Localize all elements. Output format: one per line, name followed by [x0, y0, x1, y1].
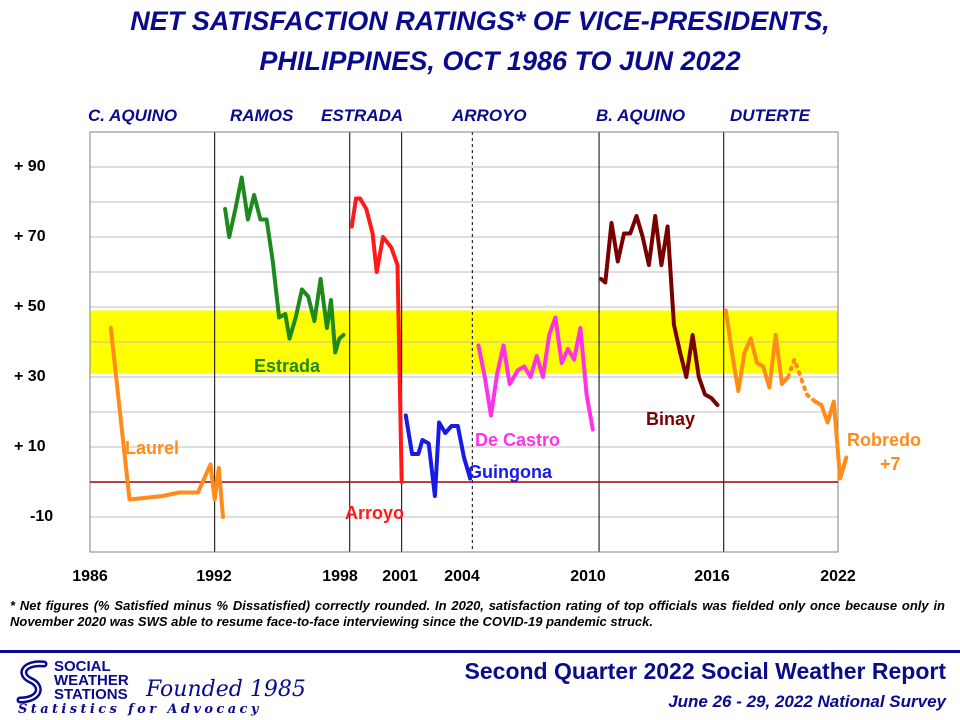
series-line-de-castro — [476, 315, 595, 432]
x-tick-label: 2022 — [820, 568, 856, 585]
admin-label-arroyo: ARROYO — [452, 106, 527, 125]
footnote: * Net figures (% Satisfied minus % Dissa… — [10, 598, 945, 629]
x-tick-label: 2010 — [570, 568, 606, 585]
series-label: De Castro — [475, 430, 560, 450]
chart-plot: Laurel Estrada Arroyo Guingona De Castro Bina… — [89, 131, 921, 553]
org-name: SOCIAL WEATHER STATIONS — [54, 658, 129, 703]
series-line-estrada — [223, 175, 346, 355]
series-line-laurel — [108, 326, 225, 519]
x-tick-label: 2016 — [694, 568, 730, 585]
x-tick-label: 2001 — [382, 568, 418, 585]
series-label: +7 — [880, 454, 901, 474]
chart-title-line2: PHILIPPINES, OCT 1986 TO JUN 2022 — [259, 46, 741, 76]
sws-logo-icon — [16, 660, 48, 704]
org-name-line1: SOCIAL — [54, 658, 111, 675]
series-label: Arroyo — [345, 503, 404, 523]
series-label: Binay — [646, 409, 695, 429]
series-label: Robredo — [847, 430, 921, 450]
x-tick-label: 1986 — [72, 568, 108, 585]
y-tick-label: + 10 — [14, 438, 46, 455]
x-tick-label: 1998 — [322, 568, 358, 585]
series-line-binay — [599, 214, 720, 407]
y-tick-label: + 70 — [14, 228, 46, 245]
admin-label-estrada: ESTRADA — [321, 106, 404, 125]
admin-label-ramos: RAMOS — [230, 106, 294, 125]
x-tick-label: 1992 — [196, 568, 232, 585]
tagline: Statistics for Advocacy — [18, 702, 262, 717]
series-label: Laurel — [125, 438, 179, 458]
series-label: Guingona — [468, 462, 553, 482]
series-line-guingona — [403, 413, 473, 498]
divider — [0, 650, 960, 653]
series-line-robredo-dotted — [786, 353, 818, 404]
plot-frame — [89, 131, 839, 553]
series-line-robredo-2020-2022 — [813, 399, 849, 481]
admin-label-b-aquino: B. AQUINO — [596, 106, 686, 125]
series-line-arroyo — [349, 196, 404, 484]
report-date: June 26 - 29, 2022 National Survey — [668, 692, 946, 711]
y-tick-label: -10 — [30, 508, 54, 525]
admin-label-c-aquino: C. AQUINO — [88, 106, 178, 125]
org-name-line2: WEATHER — [54, 672, 129, 689]
founded-text: Founded 1985 — [146, 677, 306, 702]
y-tick-label: + 30 — [14, 368, 46, 385]
series-label: Estrada — [254, 356, 321, 376]
report-title: Second Quarter 2022 Social Weather Repor… — [464, 658, 946, 684]
series-line-robredo — [723, 308, 791, 393]
chart-title-line1: NET SATISFACTION RATINGS* OF VICE-PRESID… — [130, 6, 830, 36]
y-tick-label: + 50 — [14, 298, 46, 315]
x-tick-label: 2004 — [444, 568, 480, 585]
y-tick-label: + 90 — [14, 158, 46, 175]
org-name-line3: STATIONS — [54, 686, 128, 703]
admin-label-duterte: DUTERTE — [730, 106, 810, 125]
